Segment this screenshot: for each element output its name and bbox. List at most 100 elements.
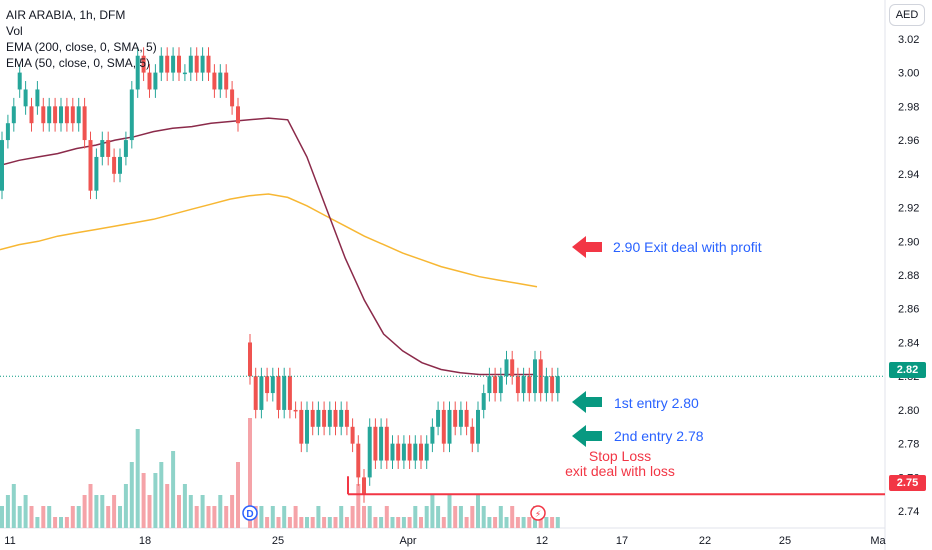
candle-body	[419, 443, 423, 461]
volume-bar	[310, 517, 315, 528]
x-tick-label: 18	[139, 535, 151, 547]
candle-body	[41, 106, 46, 124]
volume-bar	[344, 517, 349, 528]
volume-bar	[413, 506, 418, 528]
annotation-exit-profit: 2.90 Exit deal with profit	[613, 239, 762, 255]
volume-bar	[59, 517, 63, 528]
y-tick-label: 3.02	[898, 34, 919, 46]
volume-bar	[515, 517, 520, 528]
volume-bar	[5, 495, 10, 528]
volume-bar	[118, 506, 122, 528]
volume-bar	[70, 506, 75, 528]
candle-body	[510, 359, 515, 377]
candle-body	[555, 376, 560, 394]
volume-bar	[141, 473, 146, 528]
volume-bar	[106, 506, 111, 528]
candle-body	[206, 55, 211, 73]
volume-bar	[322, 517, 327, 528]
x-tick-label: 17	[616, 535, 628, 547]
legend-ema200[interactable]: EMA (200, close, 0, SMA, 5)	[6, 40, 157, 54]
volume-bar	[521, 517, 526, 528]
legend-symbol[interactable]: AIR ARABIA, 1h, DFM	[6, 8, 126, 22]
candle-body	[153, 72, 158, 90]
candle-body	[165, 55, 170, 73]
x-tick-label: 12	[536, 535, 548, 547]
volume-bar	[390, 517, 395, 528]
candle-body	[11, 106, 16, 124]
volume-bar	[544, 517, 549, 528]
x-tick-label: 25	[779, 535, 791, 547]
x-tick-label: Apr	[399, 535, 416, 547]
candle-body	[413, 443, 418, 461]
volume-bar	[316, 506, 321, 528]
candle-body	[29, 106, 34, 124]
volume-bar	[373, 517, 378, 528]
volume-bar	[447, 495, 452, 528]
candle-body	[481, 393, 486, 410]
annotation-stop-loss: Stop Loss exit deal with loss	[556, 449, 684, 479]
volume-bar	[135, 429, 140, 528]
volume-bar	[177, 495, 181, 528]
volume-bar	[147, 495, 152, 528]
y-tick-label: 2.88	[898, 270, 919, 282]
volume-bar	[82, 495, 87, 528]
candle-body	[356, 443, 361, 478]
volume-bar	[436, 506, 441, 528]
candle-body	[327, 409, 332, 427]
candle-body	[287, 376, 292, 410]
volume-bar	[236, 462, 240, 528]
volume-bar	[498, 506, 503, 528]
earnings-marker-label: ⚡	[535, 510, 541, 520]
volume-bar	[17, 506, 22, 528]
candle-body	[135, 55, 140, 90]
candle-body	[498, 376, 503, 394]
volume-bar	[230, 495, 235, 528]
volume-bar	[362, 506, 366, 528]
candle-body	[88, 140, 93, 191]
candle-body	[344, 409, 349, 427]
volume-bar	[270, 506, 275, 528]
candle-body	[293, 409, 298, 412]
candle-body	[299, 409, 304, 444]
volume-bar	[265, 517, 270, 528]
volume-bar	[384, 506, 389, 528]
volume-bar	[0, 506, 4, 528]
x-tick-label: 11	[4, 535, 15, 547]
volume-bar	[527, 517, 532, 528]
candle-body	[407, 443, 412, 461]
candle-body	[23, 89, 28, 107]
candle-body	[515, 376, 520, 394]
legend-volume[interactable]: Vol	[6, 24, 23, 38]
candle-body	[527, 376, 532, 394]
candle-body	[436, 409, 441, 427]
candle-body	[350, 426, 355, 444]
volume-bar	[287, 517, 292, 528]
y-tick-label: 2.92	[898, 203, 919, 215]
volume-bar	[407, 517, 412, 528]
volume-bar	[248, 418, 252, 528]
candle-body	[373, 426, 378, 461]
volume-bar	[327, 517, 332, 528]
volume-bar	[441, 517, 446, 528]
candle-body	[64, 106, 69, 124]
arrow-exit-icon	[572, 236, 602, 258]
volume-bar	[112, 495, 117, 528]
volume-bar	[367, 506, 372, 528]
candle-body	[177, 55, 181, 73]
candle-body	[182, 72, 187, 75]
candle-body	[276, 376, 281, 410]
candle-body	[470, 426, 475, 444]
candle-body	[270, 376, 275, 394]
volume-bar	[379, 517, 384, 528]
currency-button[interactable]: AED	[889, 4, 925, 26]
candle-body	[447, 409, 452, 444]
volume-bar	[424, 506, 429, 528]
volume-bar	[453, 506, 458, 528]
candle-body	[159, 55, 164, 73]
candle-body	[390, 443, 395, 461]
volume-bar	[212, 506, 217, 528]
candle-body	[310, 409, 315, 427]
stop-price-tag: 2.75	[889, 475, 926, 491]
legend-ema50[interactable]: EMA (50, close, 0, SMA, 5)	[6, 56, 151, 70]
